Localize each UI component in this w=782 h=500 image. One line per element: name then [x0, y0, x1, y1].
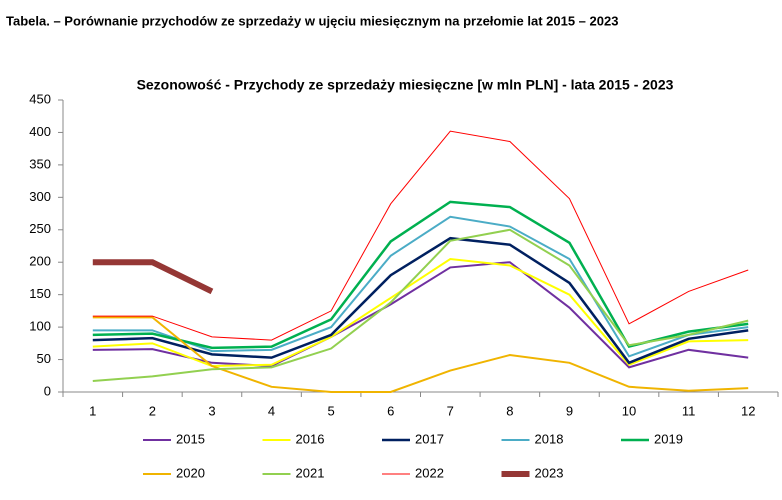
legend-label: 2017 [415, 431, 444, 446]
y-tick-label: 50 [37, 351, 51, 366]
series-line [92, 259, 214, 295]
x-tick-label: 11 [682, 403, 696, 418]
y-tick-label: 350 [29, 156, 51, 171]
y-tick-label: 100 [29, 319, 51, 334]
legend-label: 2019 [654, 431, 683, 446]
x-tick-label: 3 [208, 403, 215, 418]
legend-label: 2018 [535, 431, 564, 446]
x-tick-label: 10 [622, 403, 636, 418]
page-heading: Tabela. – Porównanie przychodów ze sprze… [6, 13, 618, 28]
series-line [92, 257, 749, 368]
series-line [92, 236, 749, 365]
x-tick-label: 6 [387, 403, 394, 418]
series-line [92, 215, 749, 358]
y-tick-label: 200 [29, 254, 51, 269]
x-tick-label: 8 [506, 403, 513, 418]
legend-label: 2020 [176, 465, 205, 480]
chart-title: Sezonowość - Przychody ze sprzedaży mies… [137, 77, 674, 93]
series-line [92, 228, 749, 382]
x-tick-label: 12 [741, 403, 755, 418]
y-tick-label: 300 [29, 189, 51, 204]
series-line [92, 200, 749, 350]
legend-label: 2015 [176, 431, 205, 446]
series-line [92, 130, 749, 341]
legend-label: 2021 [296, 465, 325, 480]
series-line [92, 261, 749, 369]
x-tick-label: 9 [566, 403, 573, 418]
legend-label: 2022 [415, 465, 444, 480]
y-tick-label: 400 [29, 124, 51, 139]
y-tick-label: 450 [29, 91, 51, 106]
x-tick-label: 1 [89, 403, 96, 418]
x-tick-label: 5 [328, 403, 335, 418]
x-tick-label: 7 [447, 403, 454, 418]
y-tick-label: 250 [29, 221, 51, 236]
x-tick-label: 2 [149, 403, 156, 418]
legend-label: 2016 [296, 431, 325, 446]
legend-label: 2023 [535, 465, 564, 480]
series-line [92, 316, 749, 393]
y-tick-label: 150 [29, 286, 51, 301]
x-tick-label: 4 [268, 403, 275, 418]
y-tick-label: 0 [44, 383, 51, 398]
